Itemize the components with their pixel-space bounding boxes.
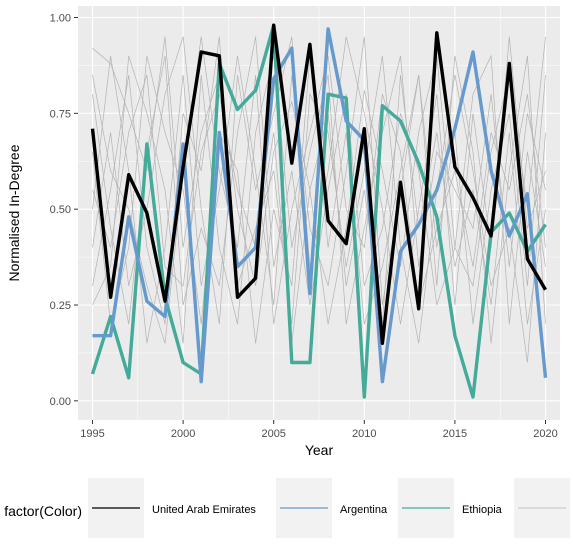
x-tick-label: 2010	[352, 428, 376, 440]
y-tick-label: 0.75	[50, 108, 71, 120]
x-tick-label: 2020	[533, 428, 557, 440]
y-tick-label: 0.25	[50, 300, 71, 312]
legend-label: United Arab Emirates	[152, 504, 256, 516]
x-axis: 1995 2000 2005 2010 2015 2020	[80, 420, 558, 440]
legend-title: factor(Color)	[4, 503, 82, 519]
x-tick-label: 2015	[443, 428, 467, 440]
x-tick-label: 2000	[171, 428, 195, 440]
background-series-line	[92, 36, 546, 344]
x-axis-title: Year	[305, 442, 334, 458]
x-tick-label: 1995	[80, 428, 104, 440]
legend-label: Argentina	[340, 504, 388, 516]
x-tick-label: 2005	[261, 428, 285, 440]
y-tick-label: 0.50	[50, 204, 71, 216]
legend: factor(Color) United Arab Emirates Argent…	[4, 478, 570, 538]
series-line-united-arab-emirates	[90, 23, 547, 345]
highlighted-series-lines	[90, 23, 548, 399]
series-line-ethiopia	[90, 23, 547, 399]
legend-label: Ethiopia	[462, 504, 503, 516]
background-series-line	[92, 55, 546, 344]
y-axis-title: Normalised In-Degree	[6, 144, 22, 281]
y-tick-label: 1.00	[50, 13, 71, 25]
background-series-line	[92, 36, 546, 344]
y-axis: 0.00 0.25 0.50 0.75 1.00	[50, 13, 78, 408]
y-tick-label: 0.00	[50, 396, 71, 408]
